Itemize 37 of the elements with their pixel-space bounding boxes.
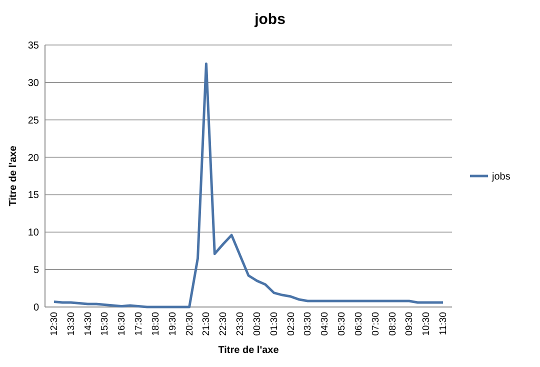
y-tick-label: 25 [28,115,40,126]
x-tick-label: 12:30 [49,312,60,336]
x-tick-label: 13:30 [66,312,77,336]
x-tick-label: 06:30 [353,312,364,336]
x-tick-label: 01:30 [268,312,280,336]
x-tick-label: 08:30 [387,312,398,336]
x-tick-label: 09:30 [404,312,416,336]
line-series [52,62,444,308]
x-axis-title: Titre de l'axe [218,345,280,356]
x-tick-label: 14:30 [82,312,94,336]
y-tick-label: 30 [28,78,40,89]
y-tick-label: 10 [28,228,40,239]
x-tick-label: 11:30 [438,312,449,336]
x-tick-label: 04:30 [320,312,331,336]
chart-title: jobs [254,11,286,28]
y-tick-label: 0 [33,302,40,314]
x-tick-label: 22:30 [218,312,230,336]
y-tick-label: 20 [28,152,40,164]
x-tick-label: 03:30 [302,312,314,336]
x-tick-label: 15:30 [100,312,111,336]
x-tick-label: 19:30 [167,312,178,336]
x-tick-label: 23:30 [235,312,246,336]
x-tick-label: 16:30 [116,312,128,336]
x-tick-label: 17:30 [134,312,145,336]
x-tick-label: 18:30 [150,312,162,336]
x-tick-label: 02:30 [286,312,297,336]
x-tick-label: 05:30 [336,312,348,336]
x-tick-label: 00:30 [252,312,263,336]
x-tick-label: 10:30 [421,312,432,336]
x-tick-label: 07:30 [370,312,382,336]
y-axis-title: Titre de l'axe [8,145,19,206]
y-tick-label: 5 [33,265,40,276]
x-tick-label: 21:30 [201,312,212,336]
x-tick-label: 20:30 [184,312,196,336]
legend-label: jobs [491,172,510,182]
y-tick-label: 35 [28,40,40,52]
y-tick-label: 15 [28,190,40,202]
